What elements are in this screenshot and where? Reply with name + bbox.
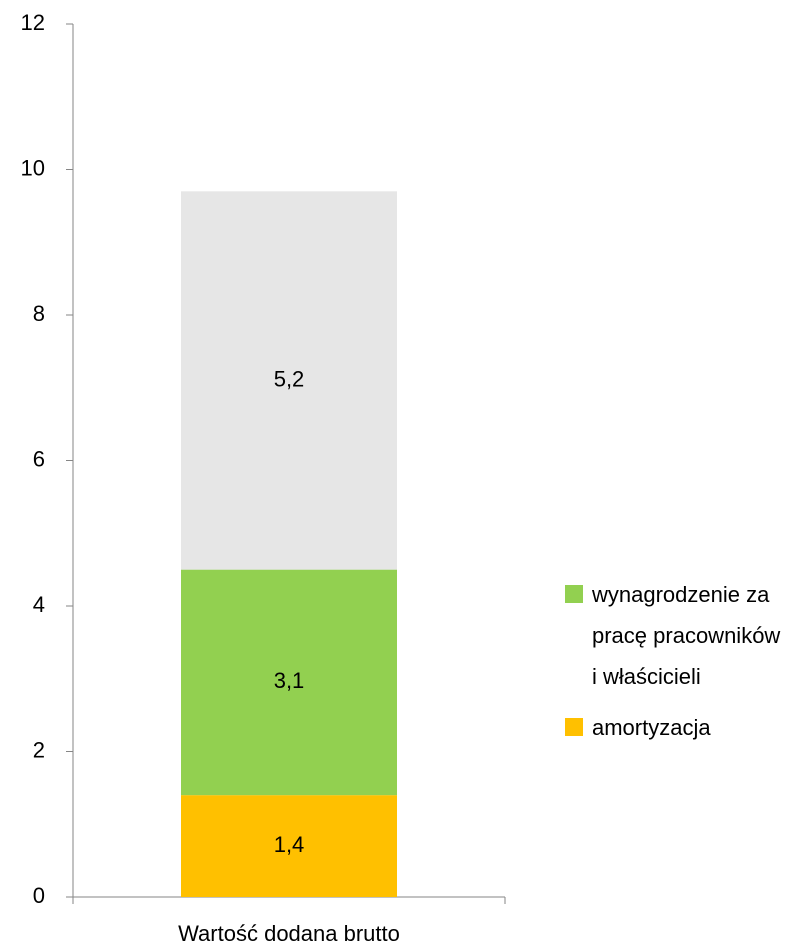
data-label: 3,1 (274, 668, 305, 693)
x-tick-label: Wartość dodana brutto (178, 921, 400, 946)
y-tick-label: 4 (33, 592, 45, 617)
legend-swatch (565, 585, 583, 603)
bar-segment (181, 191, 397, 570)
y-tick-label: 0 (33, 883, 45, 908)
y-tick-label: 8 (33, 301, 45, 326)
legend-label: wynagrodzenie za pracę pracowników i wła… (592, 582, 781, 689)
bar-segment (181, 569, 397, 796)
data-label: 5,2 (274, 366, 305, 391)
y-tick-label: 6 (33, 446, 45, 471)
data-label: 1,4 (274, 832, 305, 857)
y-tick-label: 12 (21, 10, 45, 35)
y-tick-label: 2 (33, 737, 45, 762)
y-tick-label: 10 (21, 155, 45, 180)
legend-label: amortyzacja (592, 715, 711, 740)
legend-swatch (565, 718, 583, 736)
bar-segment (181, 795, 397, 897)
